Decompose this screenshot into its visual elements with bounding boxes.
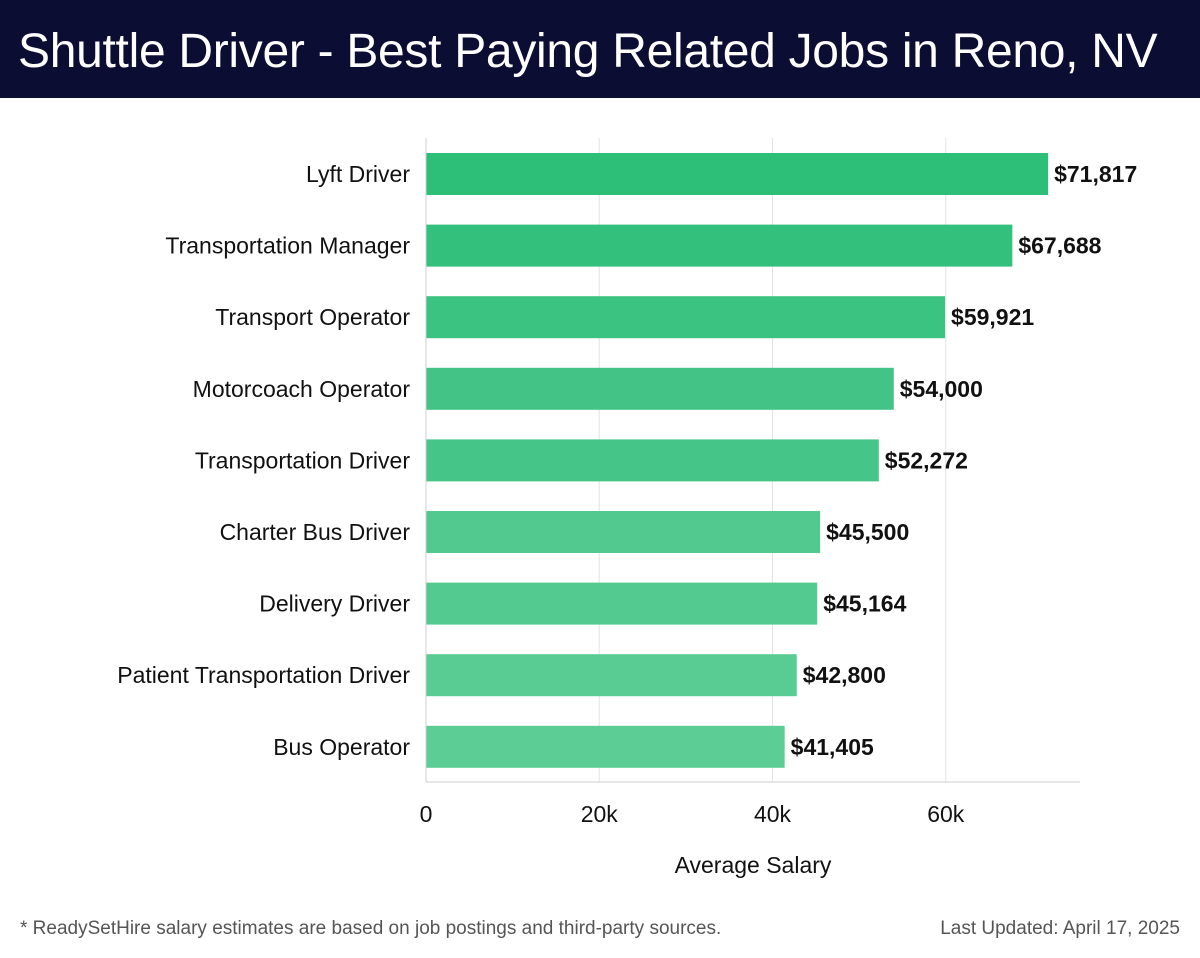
value-label: $54,000	[900, 376, 983, 402]
category-label: Motorcoach Operator	[193, 376, 411, 402]
category-label: Delivery Driver	[259, 591, 410, 617]
footnote: * ReadySetHire salary estimates are base…	[20, 918, 722, 939]
category-label: Bus Operator	[273, 734, 410, 760]
category-label: Charter Bus Driver	[220, 519, 411, 545]
bar	[426, 582, 818, 625]
bar	[426, 367, 894, 410]
bar	[426, 725, 785, 768]
value-label: $41,405	[791, 734, 874, 760]
value-label: $42,800	[803, 662, 886, 688]
category-label: Lyft Driver	[306, 161, 410, 187]
category-label: Patient Transportation Driver	[117, 662, 410, 688]
title-bar: Shuttle Driver - Best Paying Related Job…	[0, 0, 1200, 98]
x-axis-title: Average Salary	[675, 852, 832, 878]
bars	[426, 153, 1049, 768]
last-updated: Last Updated: April 17, 2025	[940, 918, 1180, 939]
x-tick-label: 0	[420, 801, 433, 827]
category-label: Transportation Driver	[195, 447, 411, 473]
x-tick-label: 60k	[927, 801, 965, 827]
bar	[426, 224, 1013, 267]
value-label: $52,272	[885, 447, 968, 473]
category-label: Transportation Manager	[165, 233, 410, 259]
value-label: $71,817	[1054, 161, 1137, 187]
bar	[426, 153, 1049, 195]
category-label: Transport Operator	[215, 304, 410, 330]
x-tick-label: 20k	[581, 801, 619, 827]
labels: 0 20k 40k 60k Lyft Driver $71,817 Transportati…	[117, 161, 1137, 827]
bar	[426, 439, 879, 482]
bar	[426, 654, 797, 697]
x-tick-label: 40k	[754, 801, 792, 827]
axes	[425, 138, 1080, 783]
value-label: $59,921	[951, 304, 1034, 330]
bar	[426, 511, 821, 553]
value-label: $45,164	[823, 591, 906, 617]
bar	[426, 296, 946, 339]
value-label: $45,500	[826, 519, 909, 545]
page-title: Shuttle Driver - Best Paying Related Job…	[18, 25, 1158, 78]
value-label: $67,688	[1018, 233, 1101, 259]
